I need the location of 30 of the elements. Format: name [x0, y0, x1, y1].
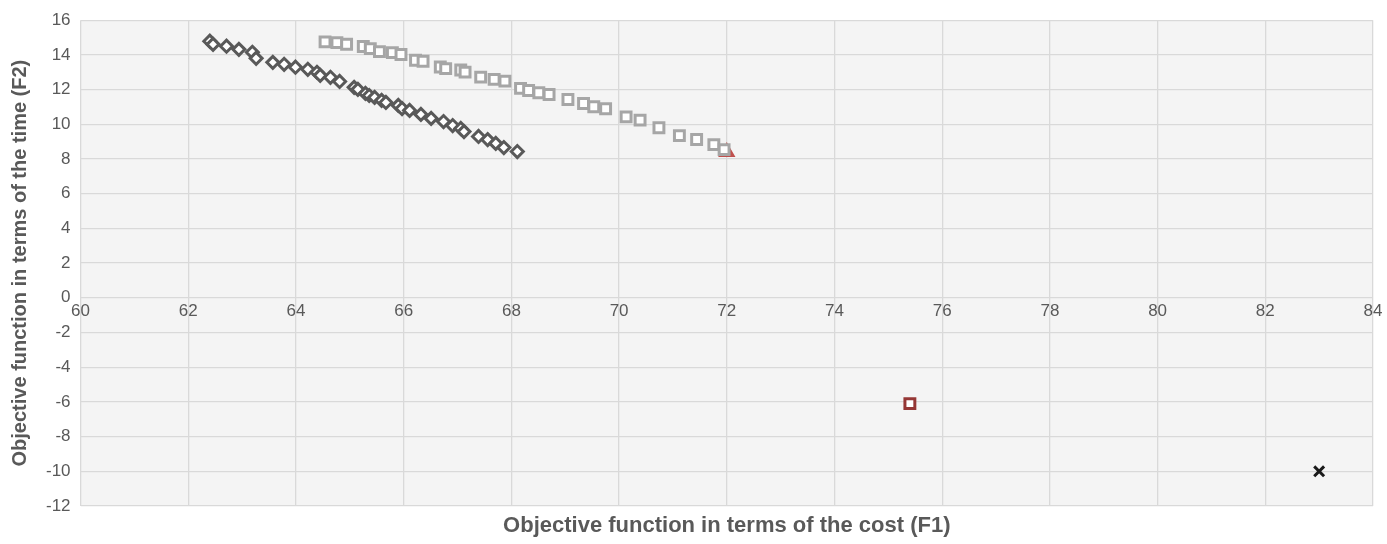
y-tick-label: -4: [55, 356, 71, 376]
y-axis-title: Objective function in terms of the time (F2): [7, 59, 30, 467]
y-tick-label: -10: [45, 460, 71, 480]
y-tick-label: 2: [61, 252, 71, 272]
x-tick-label: 68: [501, 300, 521, 320]
y-tick-label: 16: [51, 9, 71, 29]
y-tick-label: 8: [61, 148, 71, 168]
y-tick-label: -12: [45, 495, 71, 515]
x-tick-label: 74: [825, 300, 844, 320]
x-tick-label: 82: [1255, 300, 1275, 320]
x-tick-label: 78: [1040, 300, 1060, 320]
y-tick-label: 10: [51, 113, 71, 133]
y-tick-label: 0: [61, 287, 71, 307]
x-axis-title: Objective function in terms of the cost (F1): [503, 512, 951, 538]
y-tick-label: -8: [55, 426, 71, 446]
y-tick-label: -6: [55, 391, 71, 411]
x-tick-label: 66: [394, 300, 414, 320]
x-tick-label: 70: [609, 300, 629, 320]
x-tick-label: 84: [1363, 300, 1383, 320]
y-tick-label: 12: [51, 79, 71, 99]
x-tick-label: 76: [932, 300, 952, 320]
x-tick-label: 72: [717, 300, 737, 320]
y-tick-label: 6: [61, 183, 71, 203]
y-tick-label: 14: [51, 44, 71, 64]
y-tick-label: 4: [61, 218, 71, 238]
x-tick-label: 62: [178, 300, 198, 320]
y-tick-label: -2: [55, 322, 71, 342]
x-tick-label: 80: [1148, 300, 1168, 320]
x-tick-label: 64: [286, 300, 306, 320]
x-tick-label: 60: [71, 300, 91, 320]
